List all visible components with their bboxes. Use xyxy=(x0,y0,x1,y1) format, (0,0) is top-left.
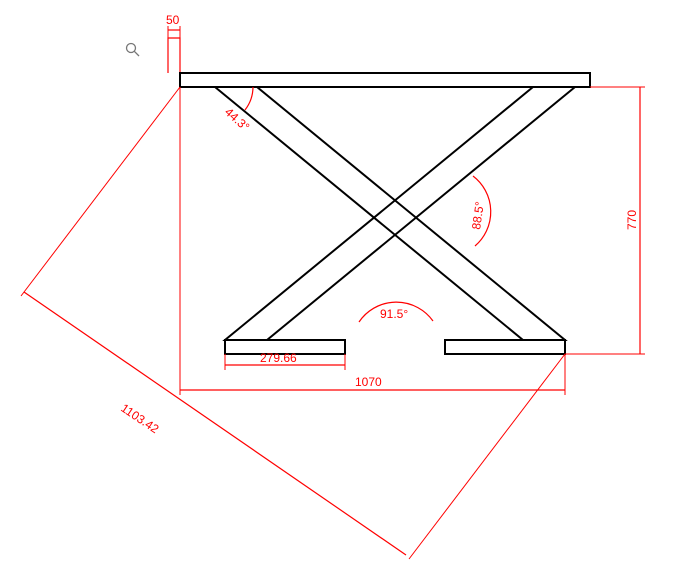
dim-1103-42-label: 1103.42 xyxy=(118,401,161,437)
angle-91-5: 91.5° xyxy=(359,302,433,322)
dim-50: 50 xyxy=(166,13,180,38)
dim-1070: 1070 xyxy=(180,87,565,395)
top-plate xyxy=(180,73,590,87)
angle-44-3-label: 44.3° xyxy=(222,105,252,134)
magnifier-icon xyxy=(127,44,140,57)
foot-right xyxy=(445,340,565,354)
dim-770-label: 770 xyxy=(625,210,639,230)
angle-91-5-label: 91.5° xyxy=(380,307,408,321)
angle-88-5: 88.5° xyxy=(469,176,491,246)
dim-279-66-label: 279.66 xyxy=(260,351,297,365)
angle-44-3: 44.3° xyxy=(222,87,253,134)
angle-88-5-label: 88.5° xyxy=(469,200,487,230)
dim-1070-label: 1070 xyxy=(355,375,382,389)
drawing-canvas: 50 44.3° 88.5° 91.5° 279.66 1070 770 xyxy=(0,0,700,570)
dim-50-label: 50 xyxy=(166,13,180,27)
dim-1103-42: 1103.42 xyxy=(21,87,565,559)
top-tab xyxy=(168,38,180,73)
dim-770: 770 xyxy=(565,87,645,354)
